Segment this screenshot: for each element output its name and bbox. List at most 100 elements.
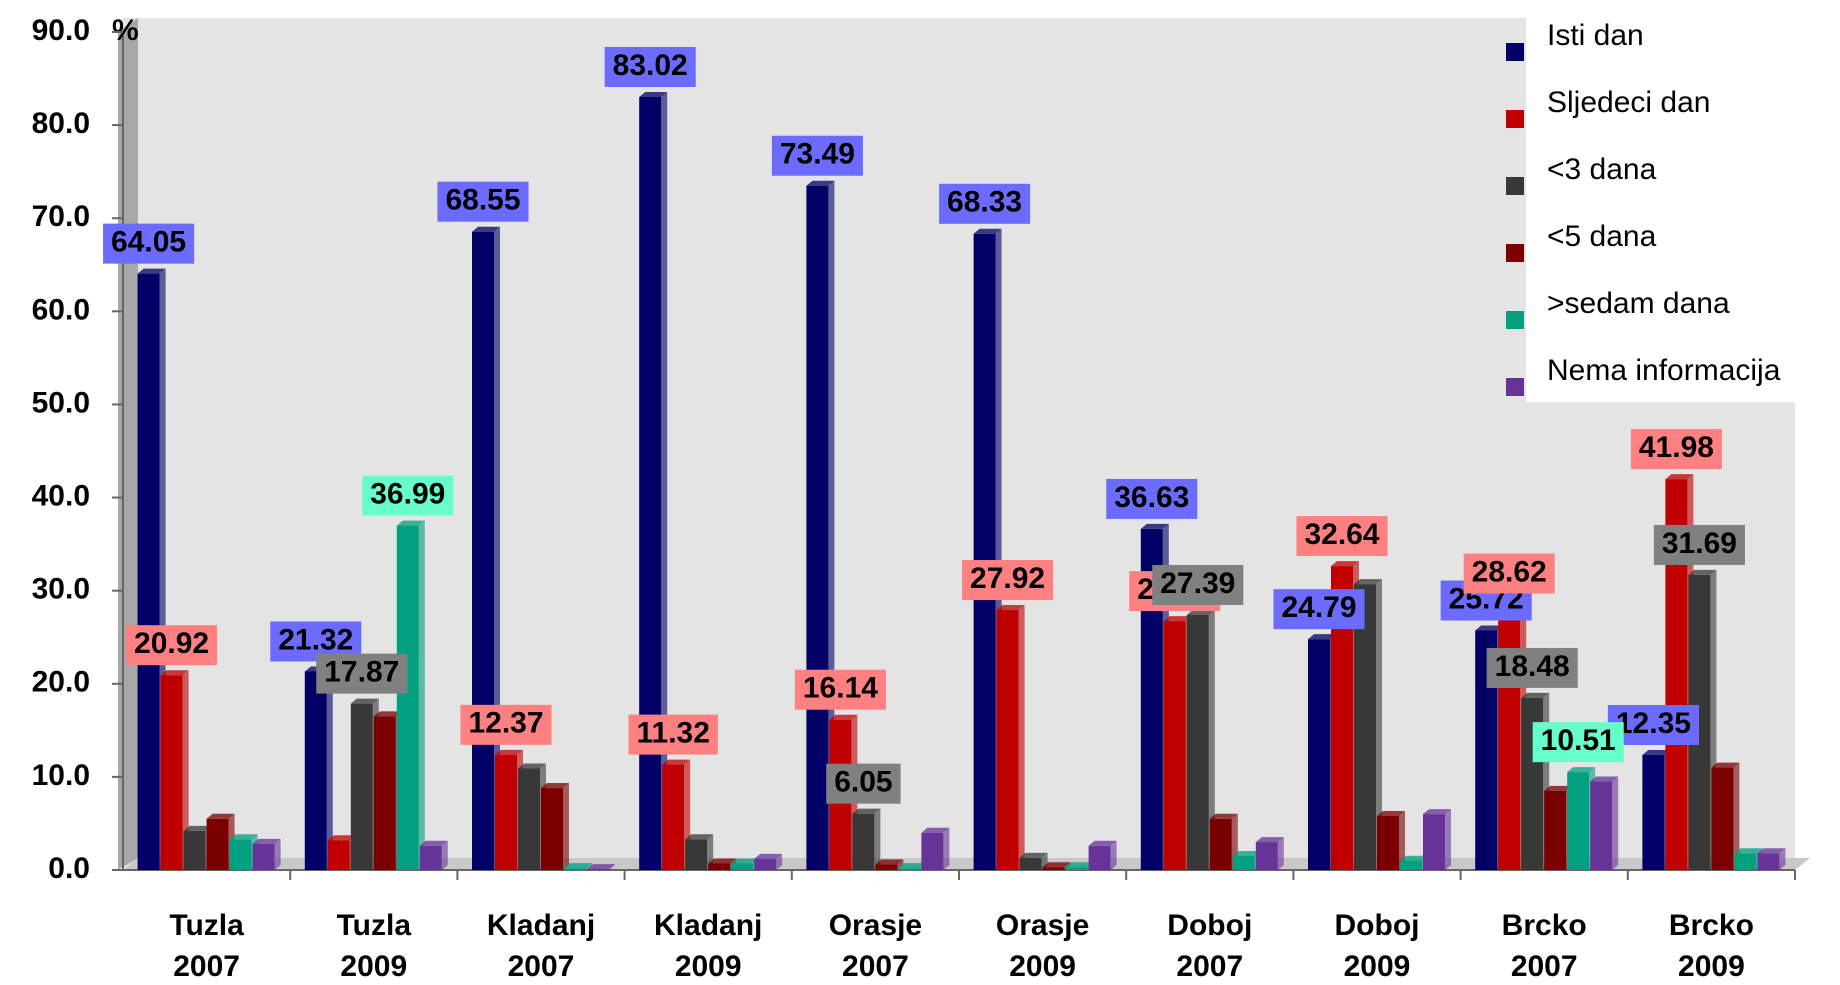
x-tick-label: Doboj 2007 — [1167, 909, 1252, 983]
bar — [1400, 860, 1422, 870]
data-label-group: 16.14 — [794, 669, 886, 710]
data-label: 20.92 — [134, 627, 209, 660]
bar-top — [541, 783, 569, 789]
data-label-group: 28.62 — [1463, 553, 1555, 594]
bar — [996, 610, 1019, 870]
bar — [396, 525, 419, 870]
bar-group — [564, 863, 592, 870]
bar-top — [229, 834, 258, 840]
data-label: 68.33 — [947, 186, 1022, 219]
bar-top — [160, 670, 189, 676]
bar-top — [587, 864, 615, 870]
legend-label: <5 dana — [1547, 220, 1657, 253]
bar-group — [1186, 609, 1215, 870]
data-label-group: 27.39 — [1152, 564, 1244, 605]
bar-group — [160, 670, 189, 870]
bar-top — [1088, 840, 1117, 846]
bar-top — [1255, 837, 1284, 843]
x-tick-label: Orasje 2009 — [996, 909, 1089, 983]
bar — [973, 233, 996, 870]
bar-top — [495, 749, 523, 755]
bar-top — [852, 808, 881, 814]
bar-top — [564, 863, 592, 869]
bar-top — [1665, 474, 1694, 480]
bar-side — [661, 91, 668, 870]
data-label: 68.55 — [445, 184, 520, 217]
bar — [541, 788, 563, 870]
data-label-bg — [362, 475, 454, 516]
bar-top — [806, 180, 835, 186]
legend-swatch — [1506, 110, 1524, 128]
data-label: 21.32 — [278, 623, 353, 656]
bar-group — [754, 853, 783, 870]
data-label-group: 17.87 — [316, 653, 408, 694]
bar-top — [1042, 862, 1071, 868]
bar-top — [754, 853, 783, 859]
data-label-group: 24.79 — [1273, 589, 1365, 630]
bar — [587, 869, 609, 870]
data-label-group: 32.64 — [1296, 516, 1388, 557]
bar — [1042, 867, 1065, 870]
bar-side — [1208, 609, 1215, 870]
data-label-bg — [437, 181, 529, 222]
bar — [1140, 528, 1163, 870]
bar — [1019, 857, 1042, 870]
data-label-bg — [794, 669, 886, 710]
bar-side — [563, 783, 569, 870]
data-label: 16.14 — [803, 672, 878, 705]
bar — [1377, 815, 1399, 870]
bar-group — [541, 783, 569, 870]
bar-top — [350, 698, 379, 704]
legend-label: Isti dan — [1547, 19, 1644, 52]
data-label-group: 11.32 — [628, 714, 718, 755]
bar-top — [1642, 750, 1671, 756]
bar — [898, 868, 921, 870]
side-wall — [118, 18, 138, 870]
bar — [304, 671, 327, 870]
data-label-bg — [1630, 429, 1722, 470]
bar-group — [1590, 776, 1619, 870]
data-label-bg — [103, 223, 195, 264]
x-tick-label: Kladanj 2007 — [487, 909, 595, 983]
bar-side — [1110, 840, 1117, 870]
bar — [1567, 772, 1590, 870]
data-label: 17.87 — [324, 656, 399, 689]
y-tick-label: 0.0 — [48, 852, 90, 885]
bar — [373, 716, 396, 870]
data-label-bg — [1463, 553, 1555, 594]
bar-top — [206, 813, 235, 819]
bar-top — [472, 226, 500, 232]
bar — [1590, 781, 1613, 870]
data-label-bg — [1273, 589, 1365, 630]
bar-top — [1186, 609, 1215, 615]
legend-swatch — [1506, 378, 1524, 396]
data-label-bg — [826, 763, 901, 804]
data-label-group: 12.37 — [460, 704, 552, 745]
bar — [1232, 856, 1255, 870]
bar-top — [639, 91, 668, 97]
data-label-bg — [1486, 647, 1578, 688]
bar — [183, 830, 206, 870]
data-label-bg — [1653, 524, 1745, 565]
x-tick-label: Brcko 2009 — [1669, 909, 1754, 983]
bar-top — [898, 863, 927, 869]
bar — [1688, 574, 1711, 870]
bar-top — [1331, 561, 1359, 567]
bar-top — [419, 840, 448, 846]
legend — [1526, 0, 1840, 402]
bar — [1475, 630, 1498, 870]
data-label-group: 31.69 — [1653, 524, 1745, 565]
bar-side — [897, 859, 904, 870]
bar-top — [921, 827, 950, 833]
data-label-bg — [460, 704, 552, 745]
bar — [564, 868, 586, 870]
bar — [252, 843, 275, 870]
bar-group — [1377, 810, 1405, 870]
bar — [685, 839, 708, 870]
bar-side — [326, 666, 333, 870]
bar-top — [1475, 625, 1504, 631]
legend-label: Sljedeci dan — [1547, 86, 1710, 119]
bar-group — [396, 520, 425, 870]
bar — [518, 768, 540, 870]
data-label: 64.05 — [111, 226, 186, 259]
